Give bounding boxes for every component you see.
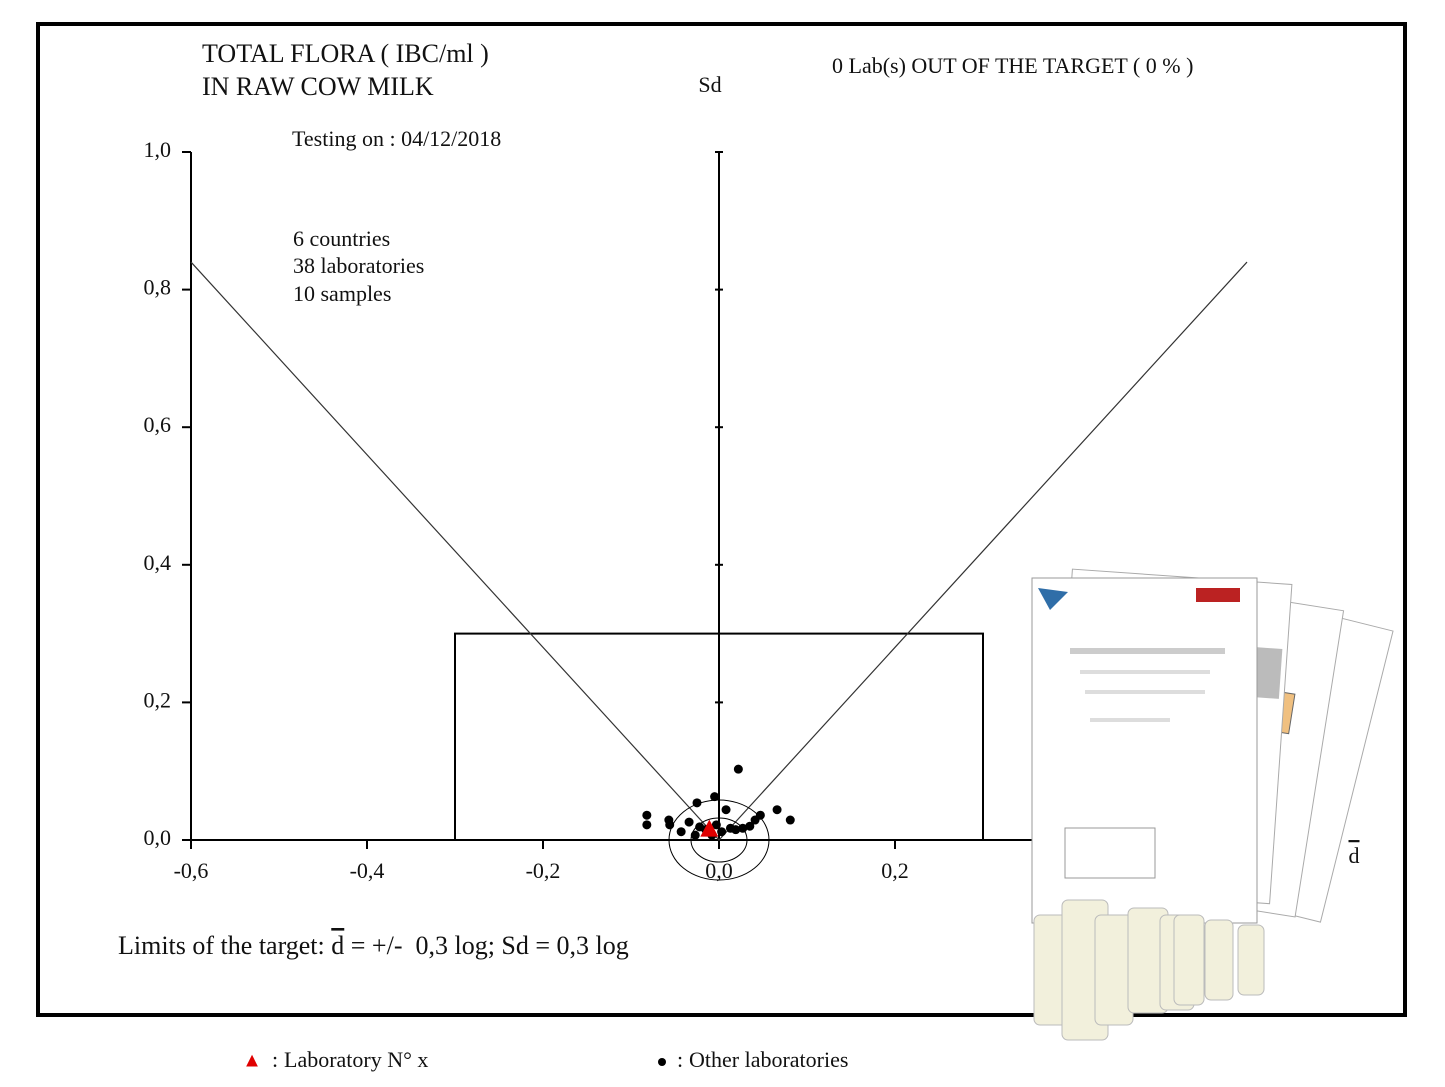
y-tick-label: 1,0 bbox=[144, 137, 172, 162]
lab-point bbox=[772, 805, 782, 815]
legend-label: Other laboratories bbox=[689, 1047, 848, 1072]
chart-title: IN RAW COW MILK bbox=[202, 72, 434, 101]
frame bbox=[36, 22, 1407, 1017]
x-tick-label: -0,4 bbox=[350, 858, 385, 883]
lab-point bbox=[700, 819, 719, 837]
legend-separator: : bbox=[272, 1047, 278, 1072]
lab-point bbox=[676, 827, 686, 837]
limits-text: Limits of the target: d = +/- 0,3 log; S… bbox=[118, 931, 629, 960]
legend-marker: ▲ bbox=[242, 1050, 262, 1072]
lab-point bbox=[755, 810, 765, 820]
limits-part: Limits of the target: bbox=[118, 931, 331, 960]
annotation: 10 samples bbox=[293, 281, 391, 306]
lab-point bbox=[642, 810, 652, 820]
y-tick-label: 0,2 bbox=[144, 687, 172, 712]
y-axis-label: Sd bbox=[698, 72, 721, 97]
x-tick-label: 0,2 bbox=[881, 858, 909, 883]
target-lines bbox=[190, 261, 1248, 841]
x-axis-label: d bbox=[1349, 843, 1360, 868]
x-tick-label: -0,6 bbox=[174, 858, 209, 883]
lab-point bbox=[745, 821, 755, 831]
lab-point bbox=[717, 827, 727, 837]
center-circle bbox=[690, 817, 748, 863]
legend-marker bbox=[658, 1058, 666, 1066]
lab-point bbox=[710, 792, 720, 802]
lab-point bbox=[692, 798, 702, 808]
annotation: 0 Lab(s) OUT OF THE TARGET ( 0 % ) bbox=[832, 53, 1193, 78]
y-tick-label: 0,0 bbox=[144, 825, 172, 850]
lab-point bbox=[738, 823, 748, 833]
lab-point bbox=[642, 820, 652, 830]
lab-point bbox=[665, 820, 675, 830]
y-tick-label: 0,8 bbox=[144, 275, 172, 300]
chart-title: TOTAL FLORA ( IBC/ml ) bbox=[202, 39, 489, 68]
limits-part: d bbox=[331, 931, 344, 960]
y-tick-label: 0,4 bbox=[144, 550, 172, 575]
lab-point bbox=[733, 764, 743, 774]
lab-point bbox=[690, 830, 700, 840]
lab-point bbox=[721, 805, 731, 815]
y-tick-label: 0,6 bbox=[144, 412, 172, 437]
legend-separator: : bbox=[677, 1047, 683, 1072]
lab-point bbox=[731, 825, 741, 835]
lab-point bbox=[785, 815, 795, 825]
x-tick-label: -0,2 bbox=[526, 858, 561, 883]
lab-point bbox=[684, 817, 694, 827]
center-circle bbox=[668, 799, 770, 881]
report-image bbox=[1031, 568, 1394, 1041]
lab-point bbox=[711, 820, 721, 830]
annotation: 6 countries bbox=[293, 226, 390, 251]
limits-part: = +/- 0,3 log; Sd = 0,3 log bbox=[344, 931, 629, 960]
subtitle: Testing on : 04/12/2018 bbox=[292, 126, 501, 151]
legend-label: Laboratory N° x bbox=[284, 1047, 428, 1072]
annotation: 38 laboratories bbox=[293, 253, 424, 278]
